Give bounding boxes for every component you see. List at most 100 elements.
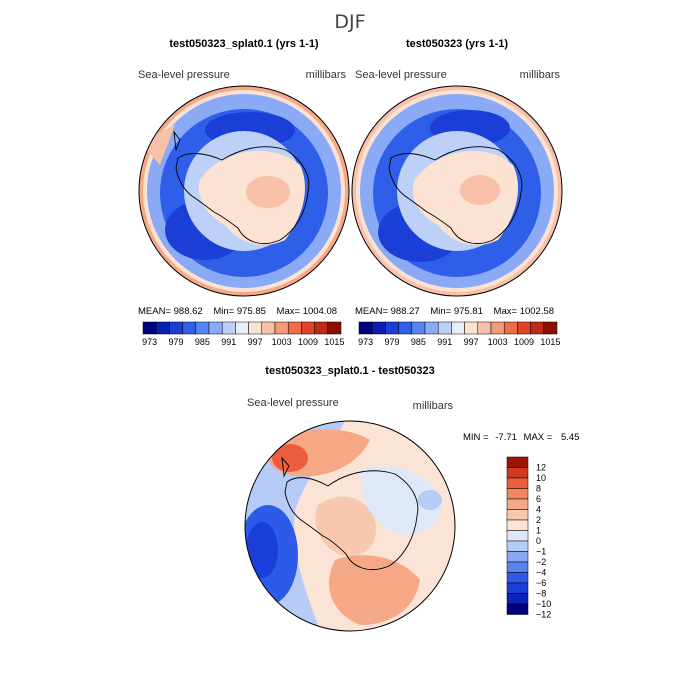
colorbar-swatch	[314, 321, 329, 335]
colorbar-swatch	[506, 467, 529, 479]
panel-a-colorbar: 973 979 985 991 997 1003 1009 1015	[142, 321, 344, 347]
panel-c-min-label: MIN =	[463, 432, 489, 443]
panel-a-min-value: 975.85	[237, 306, 266, 317]
panel-b-max-value: 1002.58	[520, 306, 554, 317]
colorbar-tick-label: 2	[536, 515, 541, 525]
panel-b-stats: MEAN= 988.27 Min= 975.81 Max= 1002.58	[355, 306, 554, 317]
panel-c-units: millibars	[413, 400, 454, 412]
colorbar-swatch	[155, 321, 170, 335]
panel-a-mean-value: 988.62	[174, 306, 203, 317]
colorbar-tick-label: 1009	[514, 337, 534, 347]
panel-b-mean-value: 988.27	[391, 306, 420, 317]
colorbar-swatch	[287, 321, 302, 335]
panel-model-a: test050323_splat0.1 (yrs 1-1) Sea-level …	[138, 38, 350, 347]
panel-c-variable: Sea-level pressure	[247, 397, 339, 409]
panel-b-mean-label: MEAN=	[355, 306, 388, 317]
colorbar-swatch	[477, 321, 492, 335]
colorbar-tick-label: −6	[536, 578, 546, 588]
colorbar-tick-label: 6	[536, 494, 541, 504]
colorbar-swatch	[506, 551, 529, 563]
colorbar-swatch	[248, 321, 263, 335]
colorbar-swatch	[221, 321, 236, 335]
panel-b-map	[352, 86, 562, 296]
map-c-negative-core	[246, 522, 278, 578]
colorbar-tick-label: 0	[536, 536, 541, 546]
colorbar-tick-label: −1	[536, 547, 546, 557]
colorbar-tick-label: −12	[536, 610, 551, 620]
colorbar-tick-label: 1003	[272, 337, 292, 347]
map-a-pacific-high	[140, 125, 175, 165]
map-c-shelf-positive	[315, 496, 376, 556]
panel-b-units: millibars	[520, 69, 561, 81]
colorbar-swatch	[506, 540, 529, 552]
colorbar-swatch	[506, 530, 529, 542]
colorbar-tick-label: 4	[536, 505, 541, 515]
colorbar-swatch	[506, 498, 529, 510]
colorbar-tick-label: 979	[384, 337, 399, 347]
colorbar-tick-label: 973	[358, 337, 373, 347]
colorbar-swatch	[411, 321, 426, 335]
panel-c-map	[245, 421, 455, 631]
panel-c-title: test050323_splat0.1 - test050323	[265, 365, 434, 377]
colorbar-swatch	[398, 321, 413, 335]
colorbar-swatch	[424, 321, 439, 335]
map-c-east-negative-core	[418, 490, 442, 510]
colorbar-swatch	[506, 572, 529, 584]
colorbar-swatch	[506, 519, 529, 531]
colorbar-tick-label: 8	[536, 484, 541, 494]
panel-b-variable: Sea-level pressure	[355, 69, 447, 81]
colorbar-tick-label: −10	[536, 599, 551, 609]
colorbar-swatch	[506, 456, 529, 468]
panel-a-variable: Sea-level pressure	[138, 69, 230, 81]
map-c-coastline	[281, 456, 419, 570]
colorbar-swatch	[169, 321, 183, 335]
colorbar-tick-label: 1015	[540, 337, 560, 347]
panel-a-units: millibars	[306, 69, 347, 81]
panel-b-title: test050323 (yrs 1-1)	[406, 38, 508, 50]
panel-a-max-value: 1004.08	[303, 306, 337, 317]
map-a-boundary	[138, 85, 350, 297]
panel-b-max-label: Max=	[494, 306, 518, 317]
panel-c-stats: MIN = -7.71 MAX = 5.45	[463, 432, 579, 443]
panel-c-max-label: MAX =	[524, 432, 553, 443]
colorbar-swatch	[490, 321, 505, 335]
panel-b-colorbar: 973 979 985 991 997 1003 1009 1015	[358, 321, 560, 347]
colorbar-tick-label: 10	[536, 473, 546, 483]
map-b-boundary	[351, 85, 563, 297]
colorbar-swatch	[543, 321, 558, 335]
colorbar-swatch	[208, 321, 223, 335]
panel-a-mean-label: MEAN=	[138, 306, 171, 317]
colorbar-tick-label: −8	[536, 589, 546, 599]
colorbar-swatch	[235, 321, 249, 335]
colorbar-swatch	[327, 321, 342, 335]
panel-difference: test050323_splat0.1 - test050323 Sea-lev…	[244, 365, 579, 632]
colorbar-tick-label: −2	[536, 557, 546, 567]
colorbar-tick-label: 973	[142, 337, 157, 347]
colorbar-swatch	[358, 321, 373, 335]
colorbar-swatch	[530, 321, 545, 335]
colorbar-tick-label: 1009	[298, 337, 318, 347]
panel-a-stats: MEAN= 988.62 Min= 975.85 Max= 1004.08	[138, 306, 337, 317]
colorbar-tick-label: −4	[536, 568, 546, 578]
colorbar-swatch	[464, 321, 479, 335]
colorbar-tick-label: 1	[536, 526, 541, 536]
panel-b-min-value: 975.81	[454, 306, 483, 317]
colorbar-tick-label: 985	[411, 337, 426, 347]
figure-title: DJF	[334, 11, 365, 33]
panel-a-map	[139, 86, 349, 296]
colorbar-swatch	[503, 321, 518, 335]
colorbar-tick-label: 979	[168, 337, 183, 347]
colorbar-swatch	[437, 321, 452, 335]
map-a-coastline	[173, 130, 310, 244]
map-c-south-positive	[329, 555, 420, 625]
colorbar-tick-label: 991	[437, 337, 452, 347]
map-c-east-negative	[360, 466, 441, 535]
map-b-coastline	[388, 146, 523, 244]
colorbar-swatch	[506, 593, 529, 605]
colorbar-tick-label: 997	[464, 337, 479, 347]
colorbar-tick-label: 12	[536, 463, 546, 473]
map-c-boundary	[244, 420, 456, 632]
panel-a-max-label: Max=	[277, 306, 301, 317]
colorbar-swatch	[506, 561, 529, 573]
